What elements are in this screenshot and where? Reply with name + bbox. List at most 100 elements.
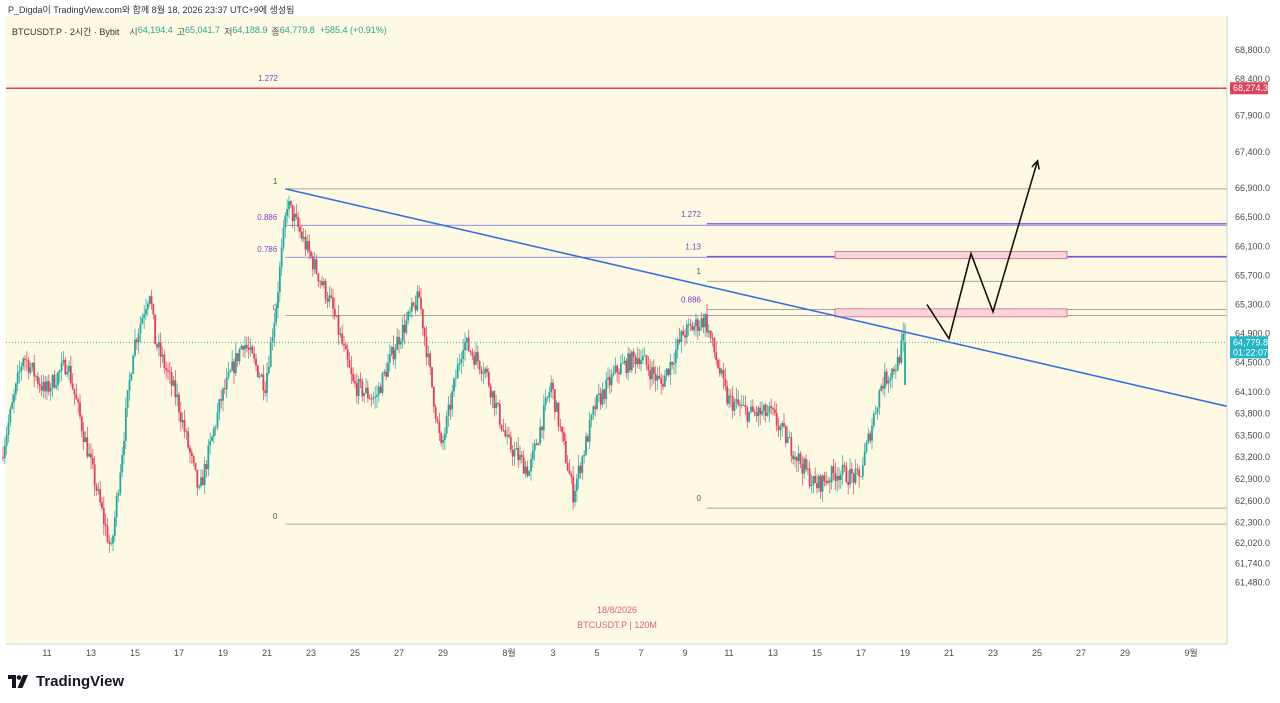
target-zone-box[interactable] xyxy=(834,251,1068,260)
candle-body[interactable] xyxy=(75,394,78,400)
candle-body[interactable] xyxy=(882,385,884,389)
candle-body[interactable] xyxy=(11,402,14,409)
candle-body[interactable] xyxy=(214,427,217,429)
candle-body[interactable] xyxy=(805,458,807,470)
candle-body[interactable] xyxy=(368,397,371,399)
candle-body[interactable] xyxy=(707,330,710,333)
candle-body[interactable] xyxy=(341,333,344,344)
candle-body[interactable] xyxy=(850,468,853,474)
candle-body[interactable] xyxy=(572,476,575,503)
candle-body[interactable] xyxy=(249,346,252,350)
candle-body[interactable] xyxy=(531,450,534,460)
candle-body[interactable] xyxy=(432,386,435,407)
candle-body[interactable] xyxy=(786,437,789,444)
candle-body[interactable] xyxy=(458,362,461,365)
candle-body[interactable] xyxy=(218,399,221,413)
candle-body[interactable] xyxy=(841,465,844,475)
candle-body[interactable] xyxy=(647,364,650,371)
price-tick-label[interactable]: 64,900.0 xyxy=(1235,329,1270,339)
candle-body[interactable] xyxy=(577,465,580,479)
candle-body[interactable] xyxy=(649,370,652,380)
candle-body[interactable] xyxy=(585,436,587,455)
candle-body[interactable] xyxy=(586,436,589,442)
time-tick-label[interactable]: 5 xyxy=(594,648,599,658)
candle-body[interactable] xyxy=(302,237,305,239)
candle-body[interactable] xyxy=(451,391,454,410)
candle-body[interactable] xyxy=(22,358,25,367)
candle-body[interactable] xyxy=(810,484,813,487)
price-tick-label[interactable]: 68,800.0 xyxy=(1235,45,1270,55)
candle-body[interactable] xyxy=(317,273,320,282)
time-tick-label[interactable]: 15 xyxy=(812,648,822,658)
candle-body[interactable] xyxy=(304,237,307,250)
candle-body[interactable] xyxy=(423,328,426,337)
candle-body[interactable] xyxy=(669,362,672,376)
candle-body[interactable] xyxy=(222,388,224,401)
candle-body[interactable] xyxy=(832,466,835,474)
time-tick-label[interactable]: 7 xyxy=(638,648,643,658)
candle-body[interactable] xyxy=(372,397,375,400)
candle-body[interactable] xyxy=(781,423,784,427)
candle-body[interactable] xyxy=(392,346,395,360)
candle-body[interactable] xyxy=(718,367,721,374)
candle-body[interactable] xyxy=(764,404,767,416)
candle-body[interactable] xyxy=(51,374,54,388)
candle-body[interactable] xyxy=(489,385,492,398)
candle-body[interactable] xyxy=(93,464,96,486)
candle-body[interactable] xyxy=(685,324,688,338)
candle-body[interactable] xyxy=(658,375,661,379)
candle-body[interactable] xyxy=(902,333,905,341)
candle-body[interactable] xyxy=(900,340,903,363)
candle-body[interactable] xyxy=(300,231,303,239)
candle-body[interactable] xyxy=(84,437,87,443)
price-tick-label[interactable]: 63,500.0 xyxy=(1235,430,1270,440)
descending-trendline[interactable] xyxy=(285,188,1228,408)
candle-body[interactable] xyxy=(742,405,745,406)
target-zone-box[interactable] xyxy=(834,308,1068,318)
candle-body[interactable] xyxy=(401,324,404,342)
candle-body[interactable] xyxy=(123,440,125,455)
candle-body[interactable] xyxy=(467,337,470,351)
candle-body[interactable] xyxy=(134,339,136,356)
candle-body[interactable] xyxy=(407,311,410,321)
candle-body[interactable] xyxy=(137,333,140,343)
candle-body[interactable] xyxy=(57,372,59,386)
candle-body[interactable] xyxy=(612,372,615,375)
candle-body[interactable] xyxy=(614,365,617,373)
candle-body[interactable] xyxy=(275,307,278,323)
candle-body[interactable] xyxy=(60,362,63,371)
candle-body[interactable] xyxy=(702,318,705,328)
candle-body[interactable] xyxy=(91,457,94,465)
candle-body[interactable] xyxy=(473,355,476,365)
candle-body[interactable] xyxy=(590,414,593,421)
candle-body[interactable] xyxy=(678,339,681,342)
candle-body[interactable] xyxy=(610,374,613,386)
candle-body[interactable] xyxy=(636,358,639,365)
candle-body[interactable] xyxy=(484,368,487,374)
candle-body[interactable] xyxy=(108,541,111,544)
candle-body[interactable] xyxy=(31,362,34,368)
time-tick-label[interactable]: 21 xyxy=(944,648,954,658)
candle-body[interactable] xyxy=(596,394,598,409)
candle-body[interactable] xyxy=(416,291,419,311)
candle-body[interactable] xyxy=(251,346,254,354)
candle-body[interactable] xyxy=(654,374,657,381)
candle-body[interactable] xyxy=(258,376,261,378)
candle-body[interactable] xyxy=(449,404,452,410)
candle-body[interactable] xyxy=(792,455,795,460)
candle-body[interactable] xyxy=(447,404,450,416)
candle-body[interactable] xyxy=(535,443,538,446)
candle-body[interactable] xyxy=(629,353,631,371)
candle-body[interactable] xyxy=(97,489,100,491)
candle-body[interactable] xyxy=(893,368,895,372)
candle-body[interactable] xyxy=(46,381,48,392)
candle-body[interactable] xyxy=(233,361,235,374)
candle-body[interactable] xyxy=(605,379,608,400)
candle-body[interactable] xyxy=(537,443,540,446)
price-tick-label[interactable]: 65,700.0 xyxy=(1235,270,1270,280)
candle-body[interactable] xyxy=(750,406,752,412)
candle-body[interactable] xyxy=(645,355,648,365)
candle-body[interactable] xyxy=(607,377,609,380)
candle-body[interactable] xyxy=(132,355,135,374)
candle-body[interactable] xyxy=(335,315,338,317)
